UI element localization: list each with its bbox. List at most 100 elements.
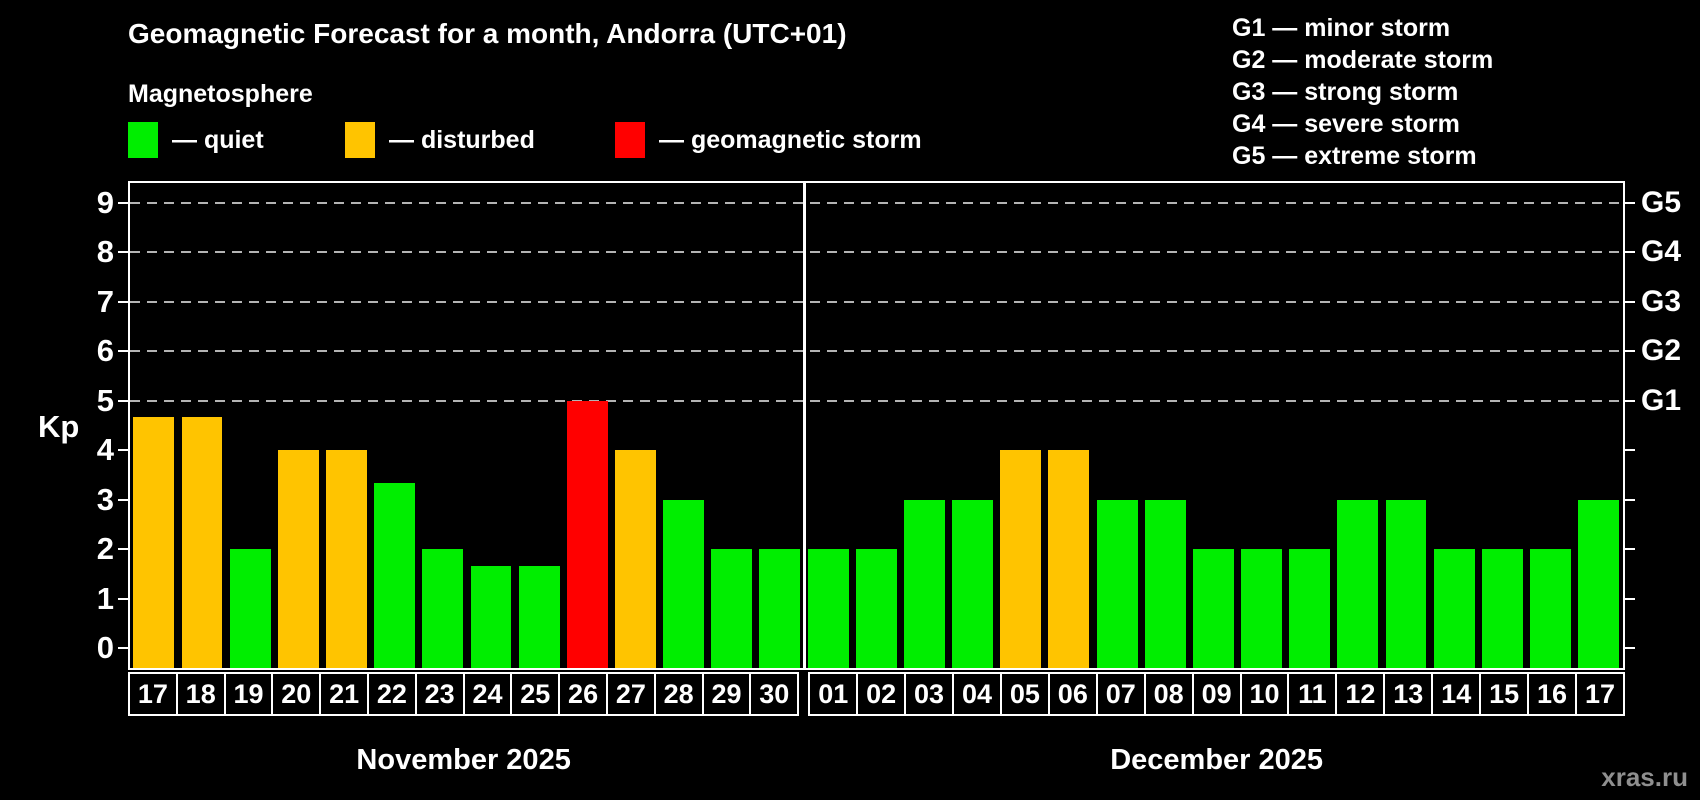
kp-bar-day-06 — [1048, 450, 1090, 668]
g-axis-label-g2: G2 — [1641, 334, 1682, 368]
y-axis-tick-left-0 — [118, 647, 128, 650]
day-cell-30: 30 — [749, 672, 800, 716]
kp-bar-day-14 — [1433, 549, 1475, 668]
day-cell-27: 27 — [605, 672, 656, 716]
day-cell-26: 26 — [558, 672, 608, 716]
kp-bar-day-15 — [1481, 549, 1523, 668]
kp-bar-day-19 — [229, 549, 271, 668]
y-axis-tick-left-5 — [118, 399, 128, 402]
y-tick-label-0: 0 — [96, 630, 114, 666]
y-axis-tick-right-7 — [1625, 300, 1635, 303]
month-divider — [802, 183, 806, 668]
g5-legend-line: G5 — extreme storm — [1232, 142, 1477, 170]
disturbed-color-swatch — [345, 122, 375, 158]
day-cell-21: 21 — [319, 672, 369, 716]
day-cell-20: 20 — [271, 672, 322, 716]
day-axis-row-december: 01 02 03 04 05 06 07 08 09 10 11 12 13 14 15 16 17 — [808, 672, 1625, 716]
legend-item-storm: — geomagnetic storm — [615, 122, 922, 158]
watermark: xras.ru — [1601, 762, 1688, 792]
day-cell-15: 15 — [1479, 672, 1530, 716]
day-cell-07: 07 — [1095, 672, 1146, 716]
month-label-december: December 2025 — [1110, 744, 1324, 776]
y-axis-tick-left-8 — [118, 251, 128, 254]
kp-axis-label: Kp — [38, 409, 80, 444]
kp-bar-day-27 — [614, 450, 656, 668]
day-cell-02: 02 — [856, 672, 907, 716]
y-axis-tick-left-3 — [118, 498, 128, 501]
y-axis-tick-right-8 — [1625, 251, 1635, 254]
kp-bar-day-22 — [374, 483, 416, 668]
day-cell-11: 11 — [1287, 672, 1338, 716]
kp-bar-day-17 — [1578, 499, 1620, 668]
y-tick-label-9: 9 — [96, 184, 114, 220]
g-axis-label-g4: G4 — [1641, 235, 1682, 269]
day-cell-10: 10 — [1239, 672, 1290, 716]
kp-bar-day-12 — [1337, 499, 1379, 668]
day-axis-row-november: 17 18 19 20 21 22 23 24 25 26 27 28 29 30 — [128, 672, 800, 716]
g2-legend-line: G2 — moderate storm — [1232, 46, 1494, 74]
gridline-g3 — [130, 300, 1623, 303]
g3-legend-line: G3 — strong storm — [1232, 78, 1459, 106]
disturbed-legend-label: — disturbed — [389, 125, 535, 154]
day-cell-19: 19 — [223, 672, 274, 716]
y-axis-tick-right-0 — [1625, 647, 1635, 650]
kp-bar-day-13 — [1385, 499, 1427, 668]
kp-bar-day-26 — [566, 400, 608, 668]
g4-legend-line: G4 — severe storm — [1232, 110, 1460, 138]
y-tick-label-3: 3 — [96, 481, 114, 517]
kp-bar-day-07 — [1096, 499, 1138, 668]
y-axis-tick-right-5 — [1625, 399, 1635, 402]
y-axis-tick-right-2 — [1625, 548, 1635, 551]
y-tick-label-5: 5 — [96, 382, 114, 418]
y-tick-label-2: 2 — [96, 531, 114, 567]
y-tick-label-7: 7 — [96, 283, 114, 319]
gridline-g2 — [130, 350, 1623, 353]
kp-bar-day-17 — [133, 417, 175, 668]
g1-legend-line: G1 — minor storm — [1232, 14, 1451, 42]
g-axis-label-g3: G3 — [1641, 284, 1682, 318]
chart-subtitle: Magnetosphere — [128, 80, 313, 108]
plot-area: 0 1 2 3 4 5 6 7 8 9 G1 G2 G3 G4 G5 — [97, 181, 1681, 670]
legend-item-disturbed: — disturbed — [345, 122, 535, 158]
kp-bar-day-03 — [903, 499, 945, 668]
day-cell-23: 23 — [414, 672, 465, 716]
kp-bar-day-24 — [470, 565, 512, 668]
kp-bar-day-05 — [1000, 450, 1042, 668]
day-cell-14: 14 — [1431, 672, 1482, 716]
day-cell-08: 08 — [1143, 672, 1194, 716]
kp-bar-day-30 — [759, 549, 801, 668]
g-axis-label-g1: G1 — [1641, 383, 1682, 417]
day-cell-06: 06 — [1047, 672, 1098, 716]
y-axis-tick-right-3 — [1625, 498, 1635, 501]
storm-color-swatch — [615, 122, 645, 158]
g-scale-legend: G1 — minor storm G2 — moderate storm G3 … — [1232, 12, 1493, 172]
kp-bar-day-04 — [952, 499, 994, 668]
day-cell-28: 28 — [653, 672, 704, 716]
quiet-legend-label: — quiet — [172, 125, 264, 154]
day-cell-16: 16 — [1527, 672, 1577, 716]
kp-bar-day-21 — [326, 450, 367, 668]
kp-bar-day-23 — [422, 549, 464, 668]
day-cell-13: 13 — [1383, 672, 1434, 716]
kp-bar-day-11 — [1289, 549, 1331, 668]
kp-bar-day-02 — [855, 549, 897, 668]
day-cell-24: 24 — [462, 672, 513, 716]
y-axis-tick-right-9 — [1625, 201, 1635, 204]
y-tick-label-1: 1 — [96, 580, 114, 616]
y-axis-tick-right-1 — [1625, 597, 1635, 600]
kp-bar-day-28 — [663, 499, 705, 668]
storm-legend-label: — geomagnetic storm — [659, 125, 922, 154]
day-cell-01: 01 — [808, 672, 859, 716]
y-axis-tick-right-6 — [1625, 350, 1635, 353]
y-axis-tick-right-4 — [1625, 449, 1635, 452]
day-cell-29: 29 — [701, 672, 752, 716]
kp-bar-day-09 — [1192, 549, 1234, 668]
kp-bar-day-25 — [518, 565, 560, 668]
day-cell-17: 17 — [128, 672, 178, 716]
kp-bar-day-29 — [711, 549, 753, 668]
y-tick-label-4: 4 — [96, 432, 114, 468]
gridline-g1 — [130, 399, 1623, 402]
kp-bar-day-20 — [277, 450, 319, 668]
day-cell-18: 18 — [175, 672, 226, 716]
